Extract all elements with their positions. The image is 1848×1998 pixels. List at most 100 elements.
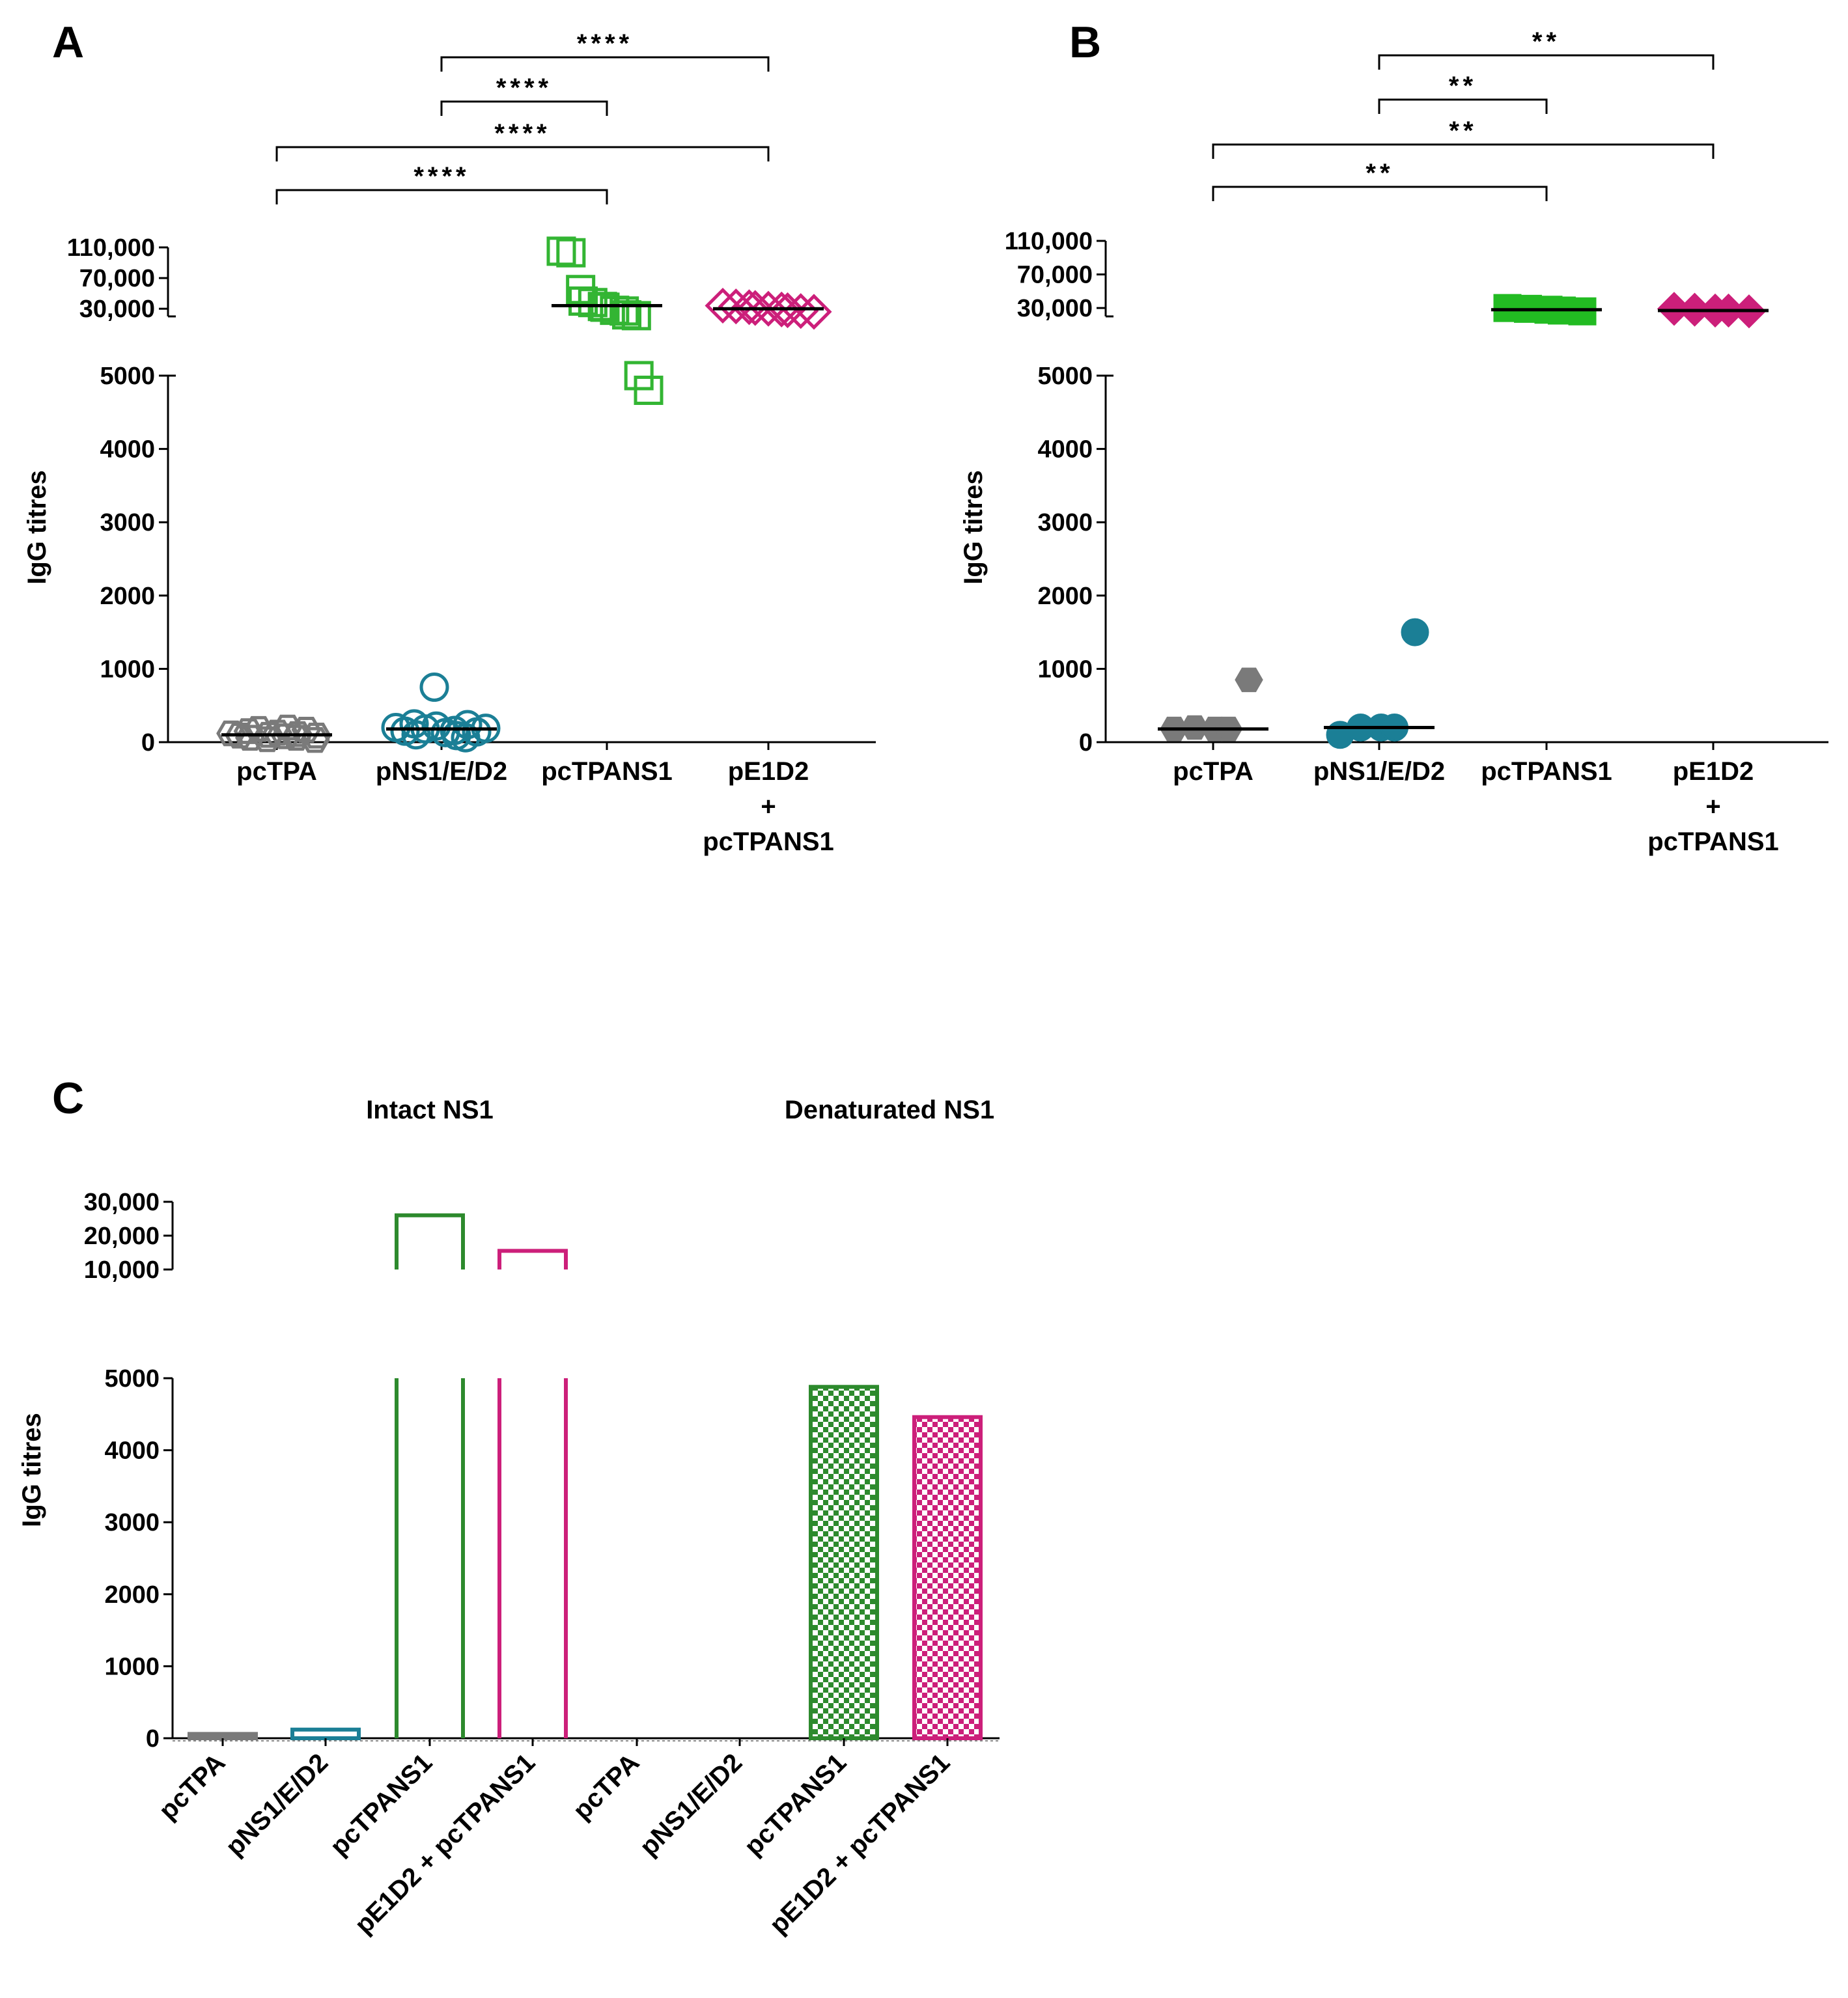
data-point [634, 376, 664, 406]
data-point [796, 294, 832, 330]
x-tick-label-pe1d2: pE1D2 [728, 757, 809, 786]
y-tick-label: 1000 [1037, 656, 1093, 683]
data-point [244, 715, 273, 742]
data-point [566, 275, 596, 305]
data-point [737, 290, 774, 326]
data-point [1568, 297, 1597, 326]
data-point [1401, 618, 1429, 646]
significance-label: ** [1365, 159, 1393, 187]
data-point [453, 710, 483, 740]
y-tick-label: 70,000 [79, 265, 155, 292]
data-point [590, 292, 620, 322]
x-tick-label-pns1-e-d2: pNS1/E/D2 [634, 1748, 748, 1861]
data-point [272, 714, 303, 741]
y-axis-label: IgG titres [23, 470, 51, 585]
data-point [546, 236, 576, 266]
significance-label: ** [1449, 117, 1477, 145]
data-point [235, 725, 265, 751]
significance-bracket [1378, 98, 1548, 114]
significance-label: **** [496, 74, 552, 102]
y-tick-label: 2000 [104, 1581, 160, 1609]
significance-bracket [1212, 143, 1715, 159]
y-tick-label: 30,000 [84, 1189, 160, 1216]
significance-label: **** [413, 162, 469, 191]
significance-bracket [440, 56, 770, 72]
x-tick-label-pns1-e-d2: pNS1/E/D2 [1313, 757, 1445, 786]
significance-bracket [440, 100, 608, 116]
y-tick-label: 5000 [104, 1365, 160, 1393]
x-tick-label-pctpans1: pcTPANS1 [325, 1748, 438, 1861]
y-tick-label: 3000 [100, 509, 155, 536]
x-tick-label-pe1d2-pctpans1: pE1D2 + pcTPANS1 [349, 1748, 540, 1939]
x-tick-label-pctpans1: pcTPANS1 [1481, 757, 1612, 786]
data-point [609, 296, 639, 326]
y-tick-label: 70,000 [1017, 262, 1093, 289]
significance-bracket [275, 189, 608, 204]
y-tick-label: 5000 [1037, 363, 1093, 390]
y-axis-label: IgG titres [959, 470, 988, 585]
y-tick-label: 2000 [1037, 583, 1093, 610]
x-tick-label-pctpa: pcTPA [154, 1748, 231, 1825]
bar-lower [395, 1378, 465, 1738]
data-point [621, 301, 651, 331]
significance-bracket [1212, 186, 1548, 201]
data-point [281, 725, 311, 751]
data-point [705, 287, 741, 324]
y-tick-label: 20,000 [84, 1223, 160, 1250]
y-tick-label: 2000 [100, 583, 155, 610]
x-tick-label-pctpans1: pcTPANS1 [703, 827, 834, 856]
x-tick-label-: + [761, 792, 776, 821]
x-tick-label-pns1-e-d2: pNS1/E/D2 [376, 757, 507, 786]
panel-c: 0 1000 2000 3000 4000 5000 10,000 20,000 30,000 I… [18, 1096, 1000, 1939]
bar [912, 1415, 983, 1741]
y-tick-label: 0 [1079, 729, 1093, 756]
significance-bracket [1378, 54, 1715, 70]
x-tick-label-pe1d2: pE1D2 [1673, 757, 1754, 786]
x-tick-label-pctpa: pcTPA [1173, 757, 1253, 786]
x-tick-label-pctpa: pcTPA [568, 1748, 645, 1825]
y-tick-label: 0 [141, 729, 155, 756]
panel-letter-c: C [52, 1074, 84, 1123]
group-title-denaturated: Denaturated NS1 [785, 1096, 994, 1124]
y-tick-label: 3000 [1037, 509, 1093, 536]
y-tick-label: 10,000 [84, 1256, 160, 1284]
y-tick-label: 1000 [100, 656, 155, 683]
panel-letter-a: A [52, 18, 84, 67]
x-tick-label-pctpans1: pcTPANS1 [541, 757, 673, 786]
y-tick-label: 30,000 [1017, 295, 1093, 322]
y-tick-label: 0 [146, 1725, 160, 1753]
data-point [291, 717, 322, 743]
panel-a: 0 1000 2000 3000 4000 5000 30,000 70,000 110,000… [23, 29, 876, 856]
data-point [769, 292, 806, 329]
y-tick-label: 4000 [1037, 436, 1093, 464]
data-point [783, 293, 819, 329]
significance-label: **** [494, 119, 550, 148]
x-tick-label-pctpans1: pcTPANS1 [739, 1748, 852, 1861]
x-tick-label-pctpans1: pcTPANS1 [1647, 827, 1779, 856]
bar [809, 1385, 879, 1740]
y-axis-label: IgG titres [18, 1413, 46, 1527]
group-title-intact: Intact NS1 [366, 1096, 494, 1124]
y-tick-label: 4000 [104, 1437, 160, 1465]
data-point [262, 719, 292, 746]
y-tick-label: 110,000 [1005, 228, 1093, 255]
panel-b: 0 1000 2000 3000 4000 5000 30,000 70,000 110,000… [959, 27, 1828, 856]
bar [188, 1732, 258, 1741]
bar [290, 1727, 361, 1741]
significance-label: ** [1532, 27, 1560, 56]
significance-label: ** [1449, 72, 1477, 100]
x-tick-label-pctpa: pcTPA [236, 757, 317, 786]
data-point [556, 238, 586, 268]
x-tick-label-pns1-e-d2: pNS1/E/D2 [220, 1748, 333, 1861]
panel-letter-b: B [1069, 18, 1101, 67]
bar-lower [497, 1378, 568, 1738]
data-point [624, 361, 654, 391]
data-point [1235, 667, 1263, 693]
data-point [216, 720, 246, 747]
significance-label: **** [577, 29, 633, 58]
x-tick-label-pe1d2-pctpans1: pE1D2 + pcTPANS1 [764, 1748, 955, 1939]
y-tick-label: 110,000 [67, 234, 155, 262]
data-point [419, 673, 449, 702]
y-tick-label: 30,000 [79, 296, 155, 323]
